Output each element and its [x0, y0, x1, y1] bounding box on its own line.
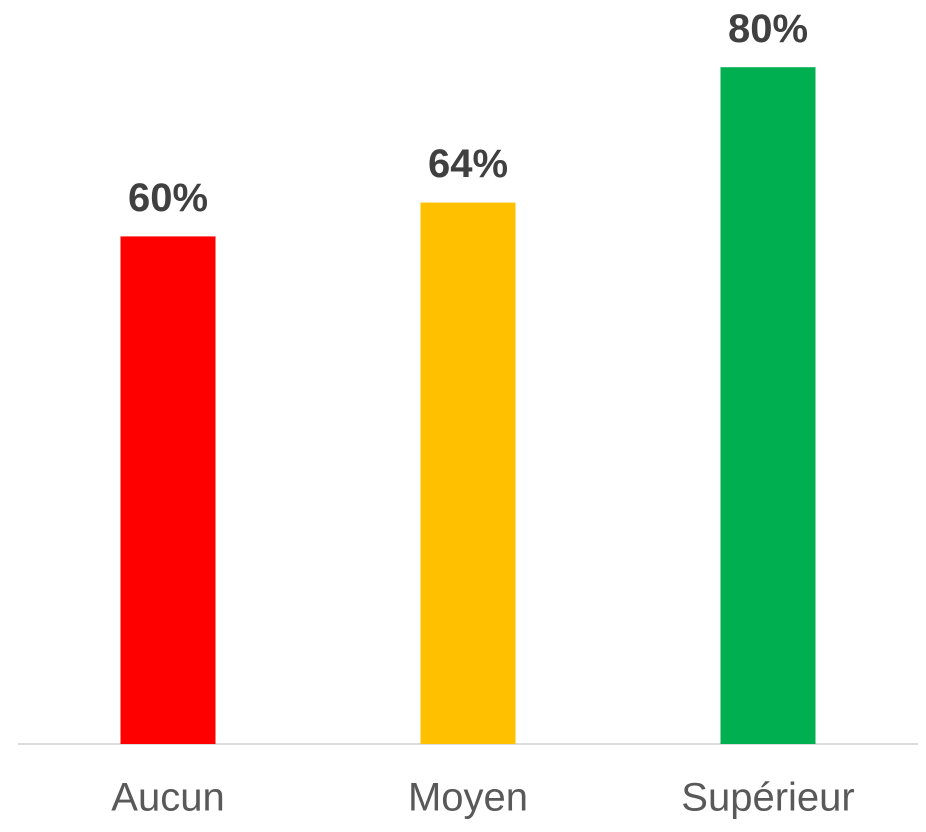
bar: [720, 67, 816, 744]
bar: [420, 202, 516, 744]
value-label: 60%: [128, 176, 208, 220]
value-label: 80%: [728, 7, 808, 51]
value-label: 64%: [428, 142, 508, 186]
category-label: Moyen: [408, 776, 528, 820]
category-label: Supérieur: [681, 776, 854, 820]
bar: [120, 236, 216, 744]
category-label: Aucun: [111, 776, 224, 820]
